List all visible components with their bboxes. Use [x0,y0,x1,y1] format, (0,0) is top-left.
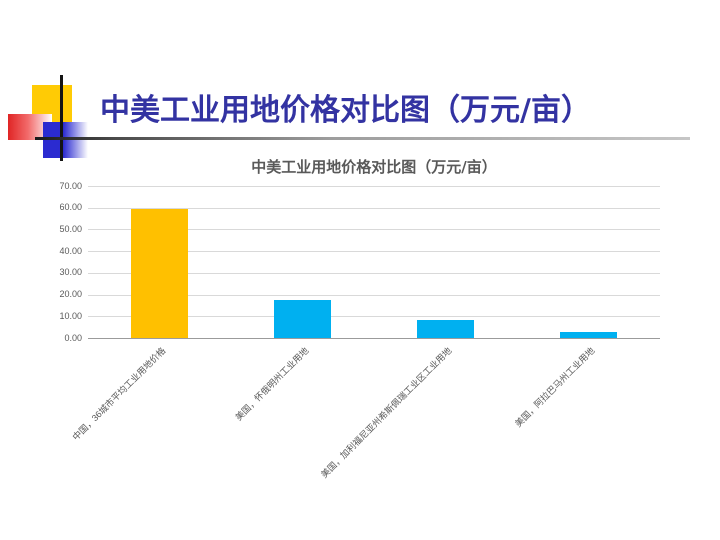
gridline [88,207,660,209]
x-axis-category-label: 美国，阿拉巴马州工业用地 [513,345,597,429]
bar-chart-plot-area [88,186,660,339]
decoration-vertical-line [60,75,63,161]
gridline [88,229,660,231]
x-axis-category-label: 中国，36城市平均工业用地价格 [71,345,168,443]
x-axis-category-label: 美国，加利福尼亚州希斯佩瑞工业区工业用地 [319,345,454,480]
page-title: 中美工业用地价格对比图（万元/亩） [100,93,591,128]
gridline [88,294,660,296]
gridline [88,316,660,318]
y-axis-tick-label: 70.00 [59,180,82,191]
chart-title: 中美工业用地价格对比图（万元/亩） [251,158,497,176]
y-axis-tick-label: 60.00 [59,202,82,213]
y-axis-tick-label: 40.00 [59,245,82,256]
bar-1 [131,208,188,338]
y-axis-tick-label: 50.00 [59,223,82,234]
bar-2 [274,300,331,338]
bar-4 [560,331,617,338]
x-axis-category-label: 美国，怀俄明州工业用地 [233,345,311,423]
y-axis-tick-label: 30.00 [59,267,82,278]
gridline [88,186,660,187]
gridline [88,251,660,253]
decoration-blue-square [43,122,88,158]
y-axis-tick-label: 10.00 [59,310,82,321]
y-axis-tick-label: 0.00 [64,332,82,343]
x-axis-line [88,338,660,339]
title-underline [35,137,690,140]
gridline [88,272,660,274]
bar-3 [417,319,474,338]
y-axis-tick-label: 20.00 [59,289,82,300]
